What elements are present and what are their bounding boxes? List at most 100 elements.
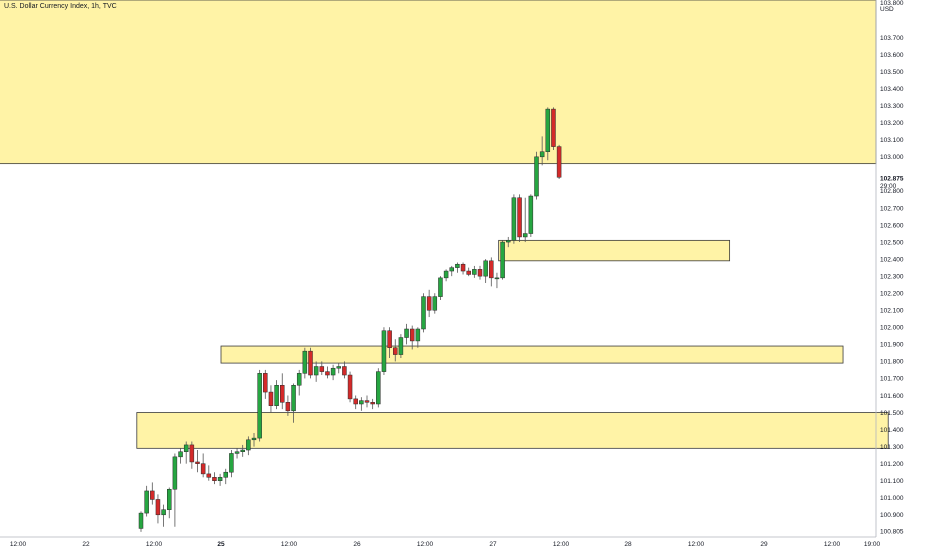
candle-body (517, 197, 522, 238)
demand-zone-2 (220, 345, 844, 364)
candle (359, 397, 364, 411)
y-tick-label: 102.300 (880, 273, 904, 280)
candle (455, 262, 460, 273)
candle-body (466, 270, 471, 275)
candle (217, 473, 223, 486)
candle-body (178, 451, 183, 458)
candle (393, 339, 398, 362)
time-axis: 12:00 22 12:00 25 12:00 26 12:00 27 12:00 28 12:00… (0, 536, 881, 548)
candle-body (200, 463, 206, 475)
candle-body (336, 366, 341, 369)
candle (415, 327, 421, 348)
x-tick-label: 12:00 (824, 541, 841, 548)
candle (296, 369, 302, 396)
candle (268, 385, 274, 413)
candle-body (195, 461, 200, 464)
candle (421, 293, 426, 333)
y-tick-label: 102.500 (880, 239, 904, 246)
candle-body (359, 400, 364, 405)
candle (319, 361, 325, 376)
y-tick-label: 100.805 (880, 528, 904, 535)
candle (138, 511, 144, 532)
candle-body (506, 240, 511, 243)
y-tick-label: 101.200 (880, 461, 904, 468)
candle (195, 450, 200, 473)
candle-body (364, 400, 370, 403)
y-tick-label: 101.500 (880, 410, 904, 417)
candle-body (409, 328, 415, 342)
candle (280, 373, 285, 410)
candle-body (319, 366, 325, 372)
candle (534, 151, 539, 200)
candle-body (539, 151, 545, 158)
candle-body (432, 296, 438, 311)
candle-body (489, 260, 494, 279)
y-tick-label: 102.000 (880, 325, 904, 332)
candle-body (387, 330, 392, 348)
candle (511, 194, 517, 244)
candle (443, 269, 449, 282)
candle-body (393, 347, 398, 355)
candle (347, 371, 353, 403)
candle-body (161, 509, 166, 516)
candle (274, 380, 279, 410)
candle (489, 257, 494, 287)
x-tick-label: 12:00 (146, 541, 163, 548)
candle (342, 361, 347, 379)
x-tick-label: 12:00 (10, 541, 27, 548)
candle (212, 472, 217, 485)
candle (370, 398, 375, 410)
candle (477, 265, 483, 280)
candle-body (189, 444, 195, 463)
candle (336, 363, 341, 374)
y-tick-label: 100.900 (880, 512, 904, 519)
candle-body (426, 296, 432, 311)
candle-body (138, 512, 144, 529)
candle-body (280, 385, 285, 403)
candle (172, 453, 178, 527)
y-tick-label: 101.700 (880, 376, 904, 383)
candle-body (376, 371, 381, 405)
candle-body (302, 350, 308, 374)
candle-body (223, 471, 228, 478)
candle (308, 347, 313, 379)
chart-title: U.S. Dollar Currency Index, 1h, TVC (4, 3, 117, 10)
y-tick-label: 103.300 (880, 103, 904, 110)
candle (240, 444, 245, 457)
x-tick-label: 25 (217, 541, 225, 548)
candle-body (472, 269, 477, 275)
candle-body (556, 146, 562, 178)
candle (223, 468, 228, 485)
candle (313, 361, 319, 382)
candle-body (172, 456, 178, 490)
y-tick-label: 101.600 (880, 393, 904, 400)
candle-body (257, 373, 262, 439)
candle (155, 494, 161, 524)
y-tick-label: 102.200 (880, 291, 904, 298)
x-tick-label: 28 (624, 541, 632, 548)
y-tick-label: 103.700 (880, 35, 904, 42)
candle (460, 262, 466, 275)
candle (438, 276, 443, 301)
candle-body (285, 402, 291, 412)
countdown-label: 29:00 (880, 183, 897, 190)
candle-body (500, 241, 505, 279)
candle (206, 465, 212, 481)
y-tick-label: 102.600 (880, 222, 904, 229)
y-tick-label: 103.200 (880, 120, 904, 127)
candle-body (313, 366, 319, 376)
candle (364, 395, 370, 408)
candle (494, 272, 500, 289)
candle (500, 240, 505, 280)
candle-body (212, 477, 217, 481)
y-tick-label: 101.900 (880, 342, 904, 349)
supply-zone-top (0, 0, 877, 165)
y-tick-label: 103.000 (880, 154, 904, 161)
candle (376, 368, 381, 408)
candle-body (551, 108, 556, 147)
candle-body (206, 473, 212, 478)
candle-body (483, 260, 488, 277)
x-tick-label: 12:00 (688, 541, 705, 548)
candle-body (398, 337, 404, 355)
